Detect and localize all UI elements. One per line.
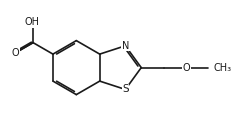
Text: S: S <box>122 84 129 94</box>
Text: O: O <box>183 63 190 73</box>
Text: OH: OH <box>24 17 39 27</box>
Text: CH₃: CH₃ <box>213 63 231 73</box>
Text: N: N <box>122 41 129 51</box>
Text: O: O <box>12 48 19 58</box>
